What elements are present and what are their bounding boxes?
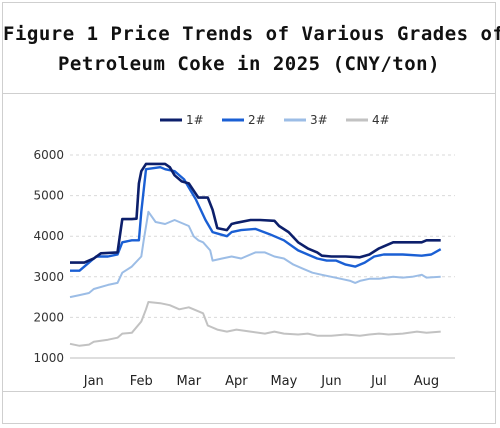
legend-label-3: 3#: [310, 113, 328, 127]
footer-divider: [3, 391, 495, 392]
y-tick-label: 6000: [33, 148, 64, 162]
legend-label-2: 2#: [248, 113, 266, 127]
y-tick-label: 2000: [33, 310, 64, 324]
y-tick-label: 1000: [33, 351, 64, 365]
x-tick-label: May: [270, 374, 297, 389]
series-line-4: [69, 301, 441, 347]
x-tick-label: Aug: [414, 374, 439, 389]
x-axis-ticks: Jan Feb Mar Apr May Jun Jul Aug: [83, 374, 439, 389]
legend-label-1: 1#: [186, 113, 204, 127]
x-tick-label: Mar: [177, 374, 202, 389]
series-line-1: [70, 162, 441, 264]
chart-title-line-1: Figure 1 Price Trends of Various Grades …: [3, 23, 500, 45]
x-tick-label: Apr: [225, 374, 248, 389]
x-tick-label: Jun: [320, 374, 341, 389]
y-axis-ticks: 1000 2000 3000 4000 5000 6000: [33, 148, 64, 365]
series-lines: [69, 162, 442, 347]
legend-label-4: 4#: [372, 113, 390, 127]
x-tick-label: Jul: [370, 374, 387, 389]
chart-title-line-2: Petroleum Coke in 2025 (CNY/ton): [57, 53, 441, 75]
legend: 1# 2# 3# 4#: [160, 113, 390, 127]
series-line-2: [70, 166, 442, 272]
x-tick-label: Jan: [83, 374, 104, 389]
y-tick-label: 4000: [33, 229, 64, 243]
title-box: Figure 1 Price Trends of Various Grades …: [3, 3, 500, 94]
gridlines: [70, 154, 455, 359]
x-tick-label: Feb: [130, 374, 153, 389]
y-tick-label: 3000: [33, 270, 64, 284]
series-line-3: [69, 210, 441, 299]
y-tick-label: 5000: [33, 189, 64, 203]
